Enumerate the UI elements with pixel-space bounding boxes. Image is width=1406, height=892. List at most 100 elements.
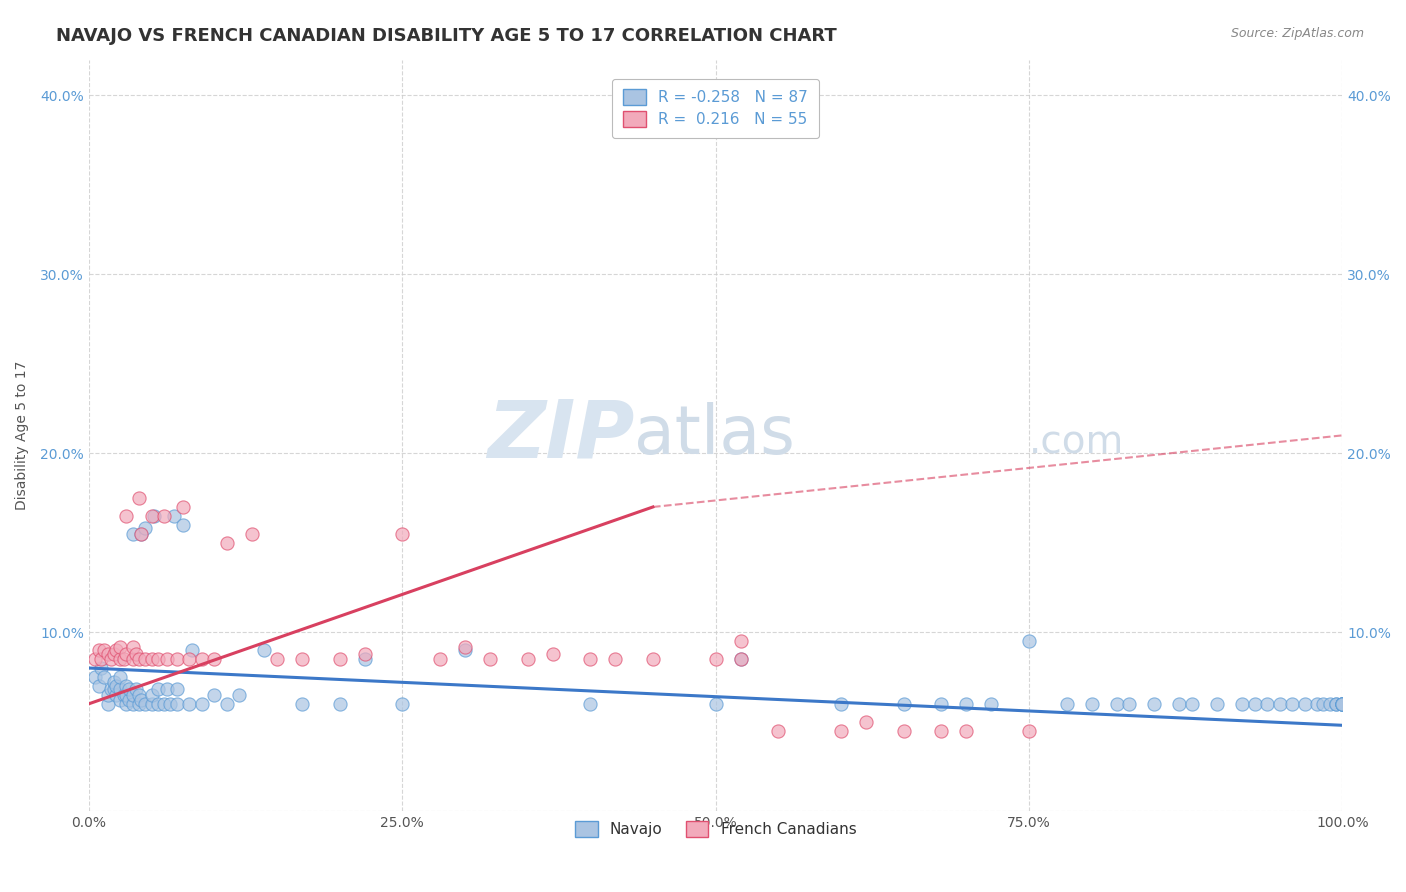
Point bbox=[108, 652, 131, 666]
Point bbox=[1331, 697, 1354, 711]
Point bbox=[253, 643, 276, 657]
Point bbox=[1056, 697, 1078, 711]
Point bbox=[146, 697, 169, 711]
Point bbox=[93, 643, 115, 657]
Point bbox=[730, 652, 752, 666]
Point bbox=[830, 723, 852, 738]
Point bbox=[118, 693, 141, 707]
Point bbox=[1324, 697, 1347, 711]
Point bbox=[128, 688, 150, 702]
Point bbox=[730, 634, 752, 648]
Point bbox=[516, 652, 538, 666]
Point bbox=[1143, 697, 1166, 711]
Point bbox=[240, 526, 263, 541]
Point bbox=[153, 508, 176, 523]
Point bbox=[100, 652, 122, 666]
Point bbox=[90, 652, 112, 666]
Point bbox=[172, 517, 194, 532]
Point bbox=[454, 640, 477, 654]
Point bbox=[97, 688, 120, 702]
Point bbox=[103, 675, 125, 690]
Point bbox=[87, 679, 110, 693]
Point bbox=[108, 682, 131, 697]
Point bbox=[141, 508, 163, 523]
Point bbox=[159, 697, 181, 711]
Point bbox=[128, 491, 150, 505]
Point bbox=[541, 647, 564, 661]
Point bbox=[202, 688, 225, 702]
Point bbox=[730, 652, 752, 666]
Point bbox=[768, 723, 790, 738]
Text: ZIP: ZIP bbox=[486, 396, 634, 475]
Point bbox=[90, 661, 112, 675]
Point bbox=[1168, 697, 1191, 711]
Point bbox=[166, 697, 188, 711]
Point bbox=[166, 682, 188, 697]
Point bbox=[215, 697, 238, 711]
Point bbox=[112, 652, 135, 666]
Point bbox=[1331, 697, 1354, 711]
Point bbox=[605, 652, 627, 666]
Point bbox=[266, 652, 288, 666]
Point bbox=[125, 682, 148, 697]
Point bbox=[128, 697, 150, 711]
Point bbox=[166, 652, 188, 666]
Point bbox=[1206, 697, 1229, 711]
Point bbox=[641, 652, 664, 666]
Point bbox=[93, 670, 115, 684]
Text: NAVAJO VS FRENCH CANADIAN DISABILITY AGE 5 TO 17 CORRELATION CHART: NAVAJO VS FRENCH CANADIAN DISABILITY AGE… bbox=[56, 27, 837, 45]
Point bbox=[121, 526, 143, 541]
Point bbox=[893, 723, 915, 738]
Point bbox=[955, 723, 977, 738]
Point bbox=[108, 640, 131, 654]
Point bbox=[108, 693, 131, 707]
Point bbox=[153, 697, 176, 711]
Point bbox=[391, 526, 413, 541]
Point bbox=[131, 526, 153, 541]
Point bbox=[84, 652, 107, 666]
Point bbox=[1105, 697, 1128, 711]
Point bbox=[112, 688, 135, 702]
Point bbox=[980, 697, 1002, 711]
Point bbox=[180, 643, 202, 657]
Point bbox=[1331, 697, 1354, 711]
Point bbox=[1331, 697, 1354, 711]
Point bbox=[172, 500, 194, 514]
Point bbox=[97, 697, 120, 711]
Point bbox=[146, 652, 169, 666]
Point bbox=[118, 682, 141, 697]
Point bbox=[291, 697, 314, 711]
Point bbox=[128, 652, 150, 666]
Point bbox=[478, 652, 501, 666]
Point bbox=[121, 652, 143, 666]
Point bbox=[146, 682, 169, 697]
Point bbox=[100, 682, 122, 697]
Point bbox=[115, 647, 138, 661]
Point bbox=[1243, 697, 1265, 711]
Point bbox=[1281, 697, 1303, 711]
Point bbox=[353, 647, 375, 661]
Point bbox=[87, 643, 110, 657]
Point bbox=[155, 682, 177, 697]
Point bbox=[141, 688, 163, 702]
Point bbox=[190, 652, 212, 666]
Point bbox=[454, 643, 477, 657]
Point bbox=[131, 526, 153, 541]
Point bbox=[84, 670, 107, 684]
Point bbox=[1018, 723, 1040, 738]
Point bbox=[830, 697, 852, 711]
Point bbox=[1181, 697, 1204, 711]
Point bbox=[228, 688, 250, 702]
Point bbox=[121, 640, 143, 654]
Text: Source: ZipAtlas.com: Source: ZipAtlas.com bbox=[1230, 27, 1364, 40]
Point bbox=[115, 688, 138, 702]
Point bbox=[291, 652, 314, 666]
Point bbox=[1268, 697, 1291, 711]
Point bbox=[103, 647, 125, 661]
Point bbox=[579, 652, 602, 666]
Point bbox=[1312, 697, 1334, 711]
Point bbox=[202, 652, 225, 666]
Point bbox=[105, 688, 128, 702]
Point bbox=[1319, 697, 1341, 711]
Point bbox=[353, 652, 375, 666]
